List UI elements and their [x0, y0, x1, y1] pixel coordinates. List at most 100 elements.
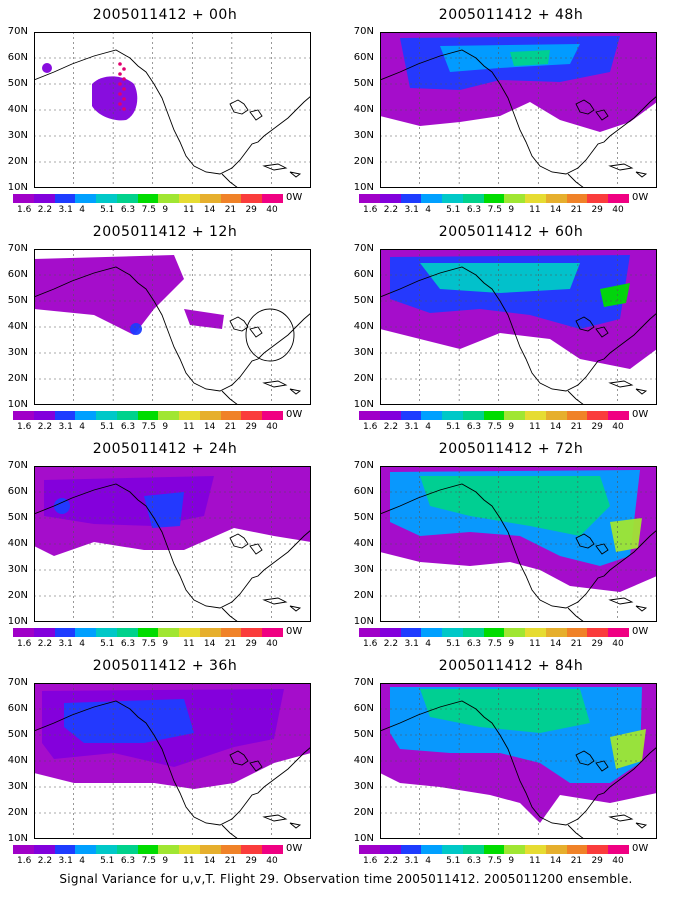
colorbar-swatch	[96, 194, 117, 203]
colorbar-label: 9	[162, 639, 169, 649]
colorbar-label: 2.2	[37, 205, 53, 215]
observation-point	[122, 77, 126, 81]
colorbar-label: 14	[549, 856, 562, 866]
colorbar-swatch	[96, 411, 117, 420]
colorbar-label: 4	[79, 205, 86, 215]
colorbar-label: 2.2	[383, 856, 399, 866]
lon-edge-label: 0W	[632, 192, 649, 203]
coastline	[34, 266, 311, 392]
lat-label: 40N	[353, 755, 374, 766]
variance-contour	[54, 492, 184, 528]
lat-label: 20N	[7, 807, 28, 818]
colorbar-label: 7.5	[487, 422, 502, 432]
colorbar-swatch	[359, 194, 380, 203]
lat-label: 30N	[7, 347, 28, 358]
lat-label: 70N	[353, 26, 374, 37]
map-panel-12h: 2005011412 + 12h 70N 60N 50N 40N 30N 20N 10N 0W 1…	[0, 223, 330, 433]
colorbar-swatch	[504, 845, 526, 854]
colorbar-label: 14	[549, 639, 562, 649]
colorbar-swatch	[54, 845, 76, 854]
colorbar-label: 14	[203, 856, 216, 866]
colorbar-label: 2.2	[37, 856, 53, 866]
colorbar-swatch	[525, 194, 546, 203]
panel-title: 2005011412 + 84h	[438, 658, 584, 674]
observation-point	[118, 102, 122, 106]
colorbar-swatch	[241, 194, 263, 203]
coastline	[34, 483, 311, 609]
colorbar-swatch	[483, 845, 505, 854]
coastline	[380, 483, 657, 609]
colorbar-swatch	[241, 845, 263, 854]
coastline	[229, 750, 263, 772]
colorbar-label: 9	[162, 422, 169, 432]
colorbar-swatch	[400, 194, 422, 203]
coastline	[575, 750, 609, 772]
colorbar-label: 1.6	[363, 422, 378, 432]
colorbar-swatch	[587, 411, 609, 420]
colorbar-label: 3.1	[58, 205, 73, 215]
colorbar-label: 11	[183, 856, 195, 866]
colorbar-label: 29	[591, 856, 603, 866]
lat-label: 40N	[353, 321, 374, 332]
colorbar-swatch	[158, 194, 180, 203]
lat-label: 10N	[7, 833, 28, 844]
lat-label: 20N	[353, 590, 374, 601]
map-panel-00h: 2005011412 + 00h 70N 60N 50N 40N 30N 20N 10N 0W 1…	[0, 6, 330, 216]
colorbar-swatch	[220, 845, 242, 854]
colorbar-label: 6.3	[466, 639, 482, 649]
colorbar-swatch	[158, 628, 180, 637]
circle-annotation	[245, 308, 295, 362]
colorbar-label: 7.5	[487, 856, 502, 866]
colorbar-swatch	[421, 628, 443, 637]
colorbar-swatch	[545, 411, 567, 420]
observation-point	[118, 72, 122, 76]
colorbar-label: 7.5	[141, 856, 156, 866]
map-frame	[34, 32, 311, 188]
colorbar-swatch	[587, 628, 609, 637]
colorbar-swatch	[75, 194, 97, 203]
colorbar-swatch	[608, 411, 629, 420]
colorbar-label: 29	[591, 205, 603, 215]
coastline	[229, 533, 263, 555]
colorbar-label: 7.5	[487, 639, 502, 649]
colorbar-swatch	[199, 411, 221, 420]
panel-title: 2005011412 + 00h	[92, 7, 238, 23]
colorbar-label: 14	[203, 205, 216, 215]
colorbar-label: 3.1	[58, 639, 73, 649]
colorbar	[13, 194, 283, 203]
colorbar-label: 7.5	[141, 205, 156, 215]
colorbar-label: 6.3	[120, 856, 136, 866]
colorbar-swatch	[199, 194, 221, 203]
variance-map	[380, 32, 657, 188]
colorbar-swatch	[566, 845, 588, 854]
colorbar-label: 6.3	[466, 205, 482, 215]
colorbar-label: 21	[224, 856, 237, 866]
colorbar-swatch	[359, 411, 380, 420]
coastline	[262, 814, 302, 829]
map-panel-84h: 2005011412 + 84h 70N 60N 50N 40N 30N 20N 10N 0W 1…	[346, 657, 676, 867]
lat-label: 30N	[7, 130, 28, 141]
colorbar-swatch	[400, 845, 422, 854]
colorbar-swatch	[33, 411, 55, 420]
colorbar-label: 3.1	[404, 639, 419, 649]
variance-contour	[130, 323, 142, 335]
colorbar-label: 7.5	[141, 639, 156, 649]
colorbar-swatch	[179, 411, 200, 420]
colorbar-label: 9	[508, 639, 515, 649]
lat-label: 40N	[353, 538, 374, 549]
map-frame	[380, 249, 657, 405]
lat-label: 20N	[7, 373, 28, 384]
observation-point	[122, 87, 126, 91]
lat-label: 30N	[353, 781, 374, 792]
lat-label: 40N	[7, 321, 28, 332]
colorbar-label: 3.1	[404, 422, 419, 432]
lat-label: 30N	[353, 347, 374, 358]
colorbar-swatch	[262, 628, 283, 637]
variance-contour	[420, 263, 580, 293]
colorbar-swatch	[96, 845, 117, 854]
colorbar-swatch	[179, 845, 200, 854]
variance-contour	[610, 729, 646, 769]
lat-label: 20N	[7, 590, 28, 601]
coastline	[575, 533, 609, 555]
colorbar-label: 11	[529, 856, 541, 866]
